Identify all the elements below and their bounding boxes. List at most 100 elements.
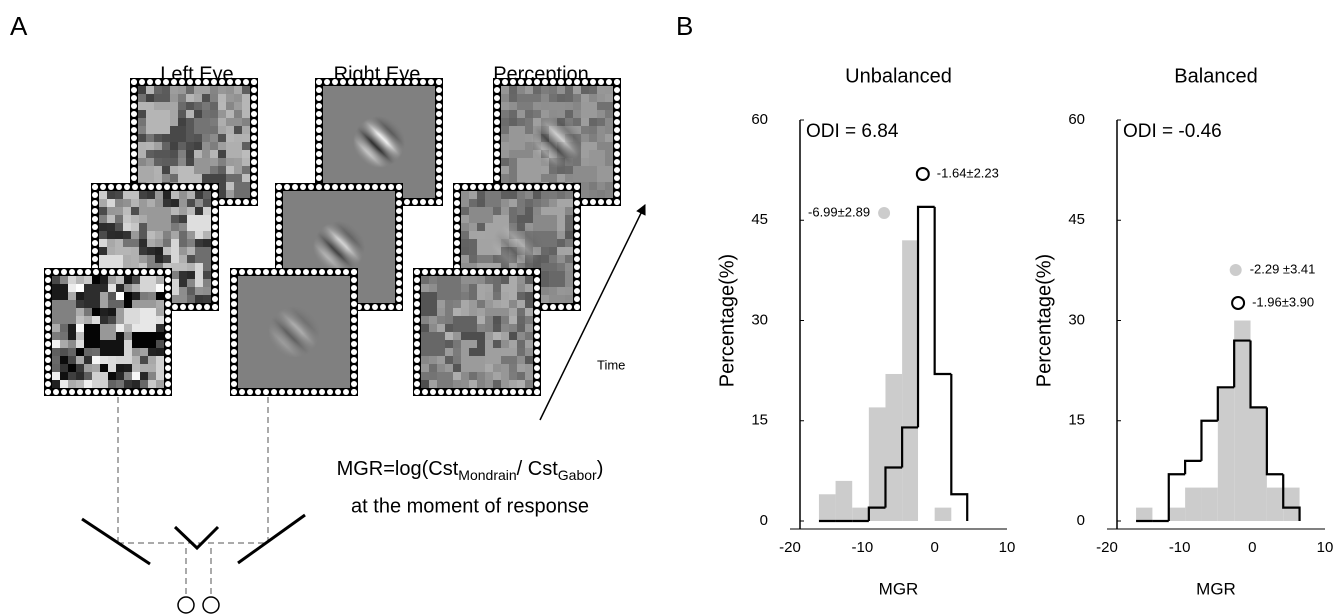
noise-cell — [92, 308, 100, 316]
noise-cell — [469, 199, 477, 207]
frame-dot — [414, 333, 420, 339]
noise-block — [146, 94, 154, 102]
frame-dot — [414, 389, 420, 395]
frame-dot — [327, 389, 333, 395]
noise-cell — [461, 263, 469, 271]
noise-cell — [469, 276, 477, 284]
frame-dot — [251, 159, 257, 165]
noise-cell — [485, 340, 493, 348]
frame-dot — [316, 143, 322, 149]
noise-cell — [178, 94, 186, 102]
frame-dot — [300, 184, 306, 190]
noise-cell — [461, 231, 469, 239]
noise-cell — [76, 356, 84, 364]
noise-cell — [218, 142, 226, 150]
frame-dot — [165, 357, 171, 363]
noise-cell — [108, 316, 116, 324]
noise-cell — [171, 223, 179, 231]
noise-cell — [573, 94, 581, 102]
noise-cell — [533, 199, 541, 207]
frame-dot — [614, 143, 620, 149]
noise-cell — [60, 340, 68, 348]
noise-block — [533, 215, 557, 231]
frame-dot — [204, 304, 210, 310]
noise-cell — [52, 332, 60, 340]
frame-dot — [380, 184, 386, 190]
noise-cell — [154, 166, 162, 174]
noise-cell — [501, 110, 509, 118]
gabor — [342, 105, 416, 179]
x-tick-label: -20 — [1096, 539, 1118, 556]
frame-dot — [494, 151, 500, 157]
frame-dot — [574, 304, 580, 310]
frame-dot — [494, 143, 500, 149]
noise-cell — [605, 118, 613, 126]
noise-cell — [108, 284, 116, 292]
hist-step — [1233, 339, 1251, 388]
noise-block — [525, 118, 533, 134]
frame-dot — [212, 216, 218, 222]
frame-dot — [271, 389, 277, 395]
x-tick-label: 10 — [999, 539, 1016, 556]
noise-cell — [453, 380, 461, 388]
noise-cell — [186, 94, 194, 102]
frame-dot — [614, 111, 620, 117]
noise-cell — [76, 276, 84, 284]
annotation: ODI = -0.46 — [1123, 121, 1222, 142]
noise-cell — [581, 182, 589, 190]
noise-cell — [581, 190, 589, 198]
noise-cell — [437, 356, 445, 364]
noise-cell — [132, 292, 140, 300]
y-tick-label: 60 — [751, 111, 768, 128]
noise-cell — [557, 199, 565, 207]
frame-dot — [534, 357, 540, 363]
frame-dot — [141, 389, 147, 395]
hist-step — [1249, 340, 1267, 409]
noise-cell — [541, 287, 549, 295]
frame-dot — [212, 200, 218, 206]
noise-cell — [226, 190, 234, 198]
noise-cell — [461, 372, 469, 380]
noise-cell — [99, 199, 107, 207]
noise-cell — [557, 247, 565, 255]
noise-cell — [138, 150, 146, 158]
noise-cell — [60, 324, 68, 332]
noise-cell — [557, 255, 565, 263]
noise-cell — [76, 364, 84, 372]
noise-cell — [581, 94, 589, 102]
y-tick-label: 0 — [760, 512, 768, 529]
frame-dot — [396, 232, 402, 238]
noise-cell — [541, 166, 549, 174]
noise-cell — [477, 223, 485, 231]
noise-cell — [493, 324, 501, 332]
noise-cell — [493, 340, 501, 348]
noise-cell — [581, 118, 589, 126]
frame-dot — [606, 199, 612, 205]
noise-block — [148, 356, 156, 364]
frame-dot — [420, 79, 426, 85]
hist-bar — [885, 373, 903, 521]
noise-cell — [218, 94, 226, 102]
frame-dot — [414, 277, 420, 283]
frame-dot — [351, 269, 357, 275]
noise-cell — [605, 182, 613, 190]
noise-cell — [186, 110, 194, 118]
frame-dot — [534, 317, 540, 323]
noise-cell — [469, 284, 477, 292]
noise-cell — [123, 231, 131, 239]
frame-dot — [582, 79, 588, 85]
frame-dot — [388, 184, 394, 190]
frame-dot — [414, 381, 420, 387]
noise-cell — [203, 295, 211, 303]
frame-dot — [212, 296, 218, 302]
noise-cell — [148, 372, 156, 380]
noise-cell — [453, 332, 461, 340]
frame-dot — [165, 309, 171, 315]
frame-dot — [436, 191, 442, 197]
mean-marker — [915, 167, 930, 181]
frame-dot — [462, 269, 468, 275]
noise-cell — [573, 110, 581, 118]
noise-cell — [203, 287, 211, 295]
noise-cell — [581, 158, 589, 166]
noise-cell — [171, 207, 179, 215]
